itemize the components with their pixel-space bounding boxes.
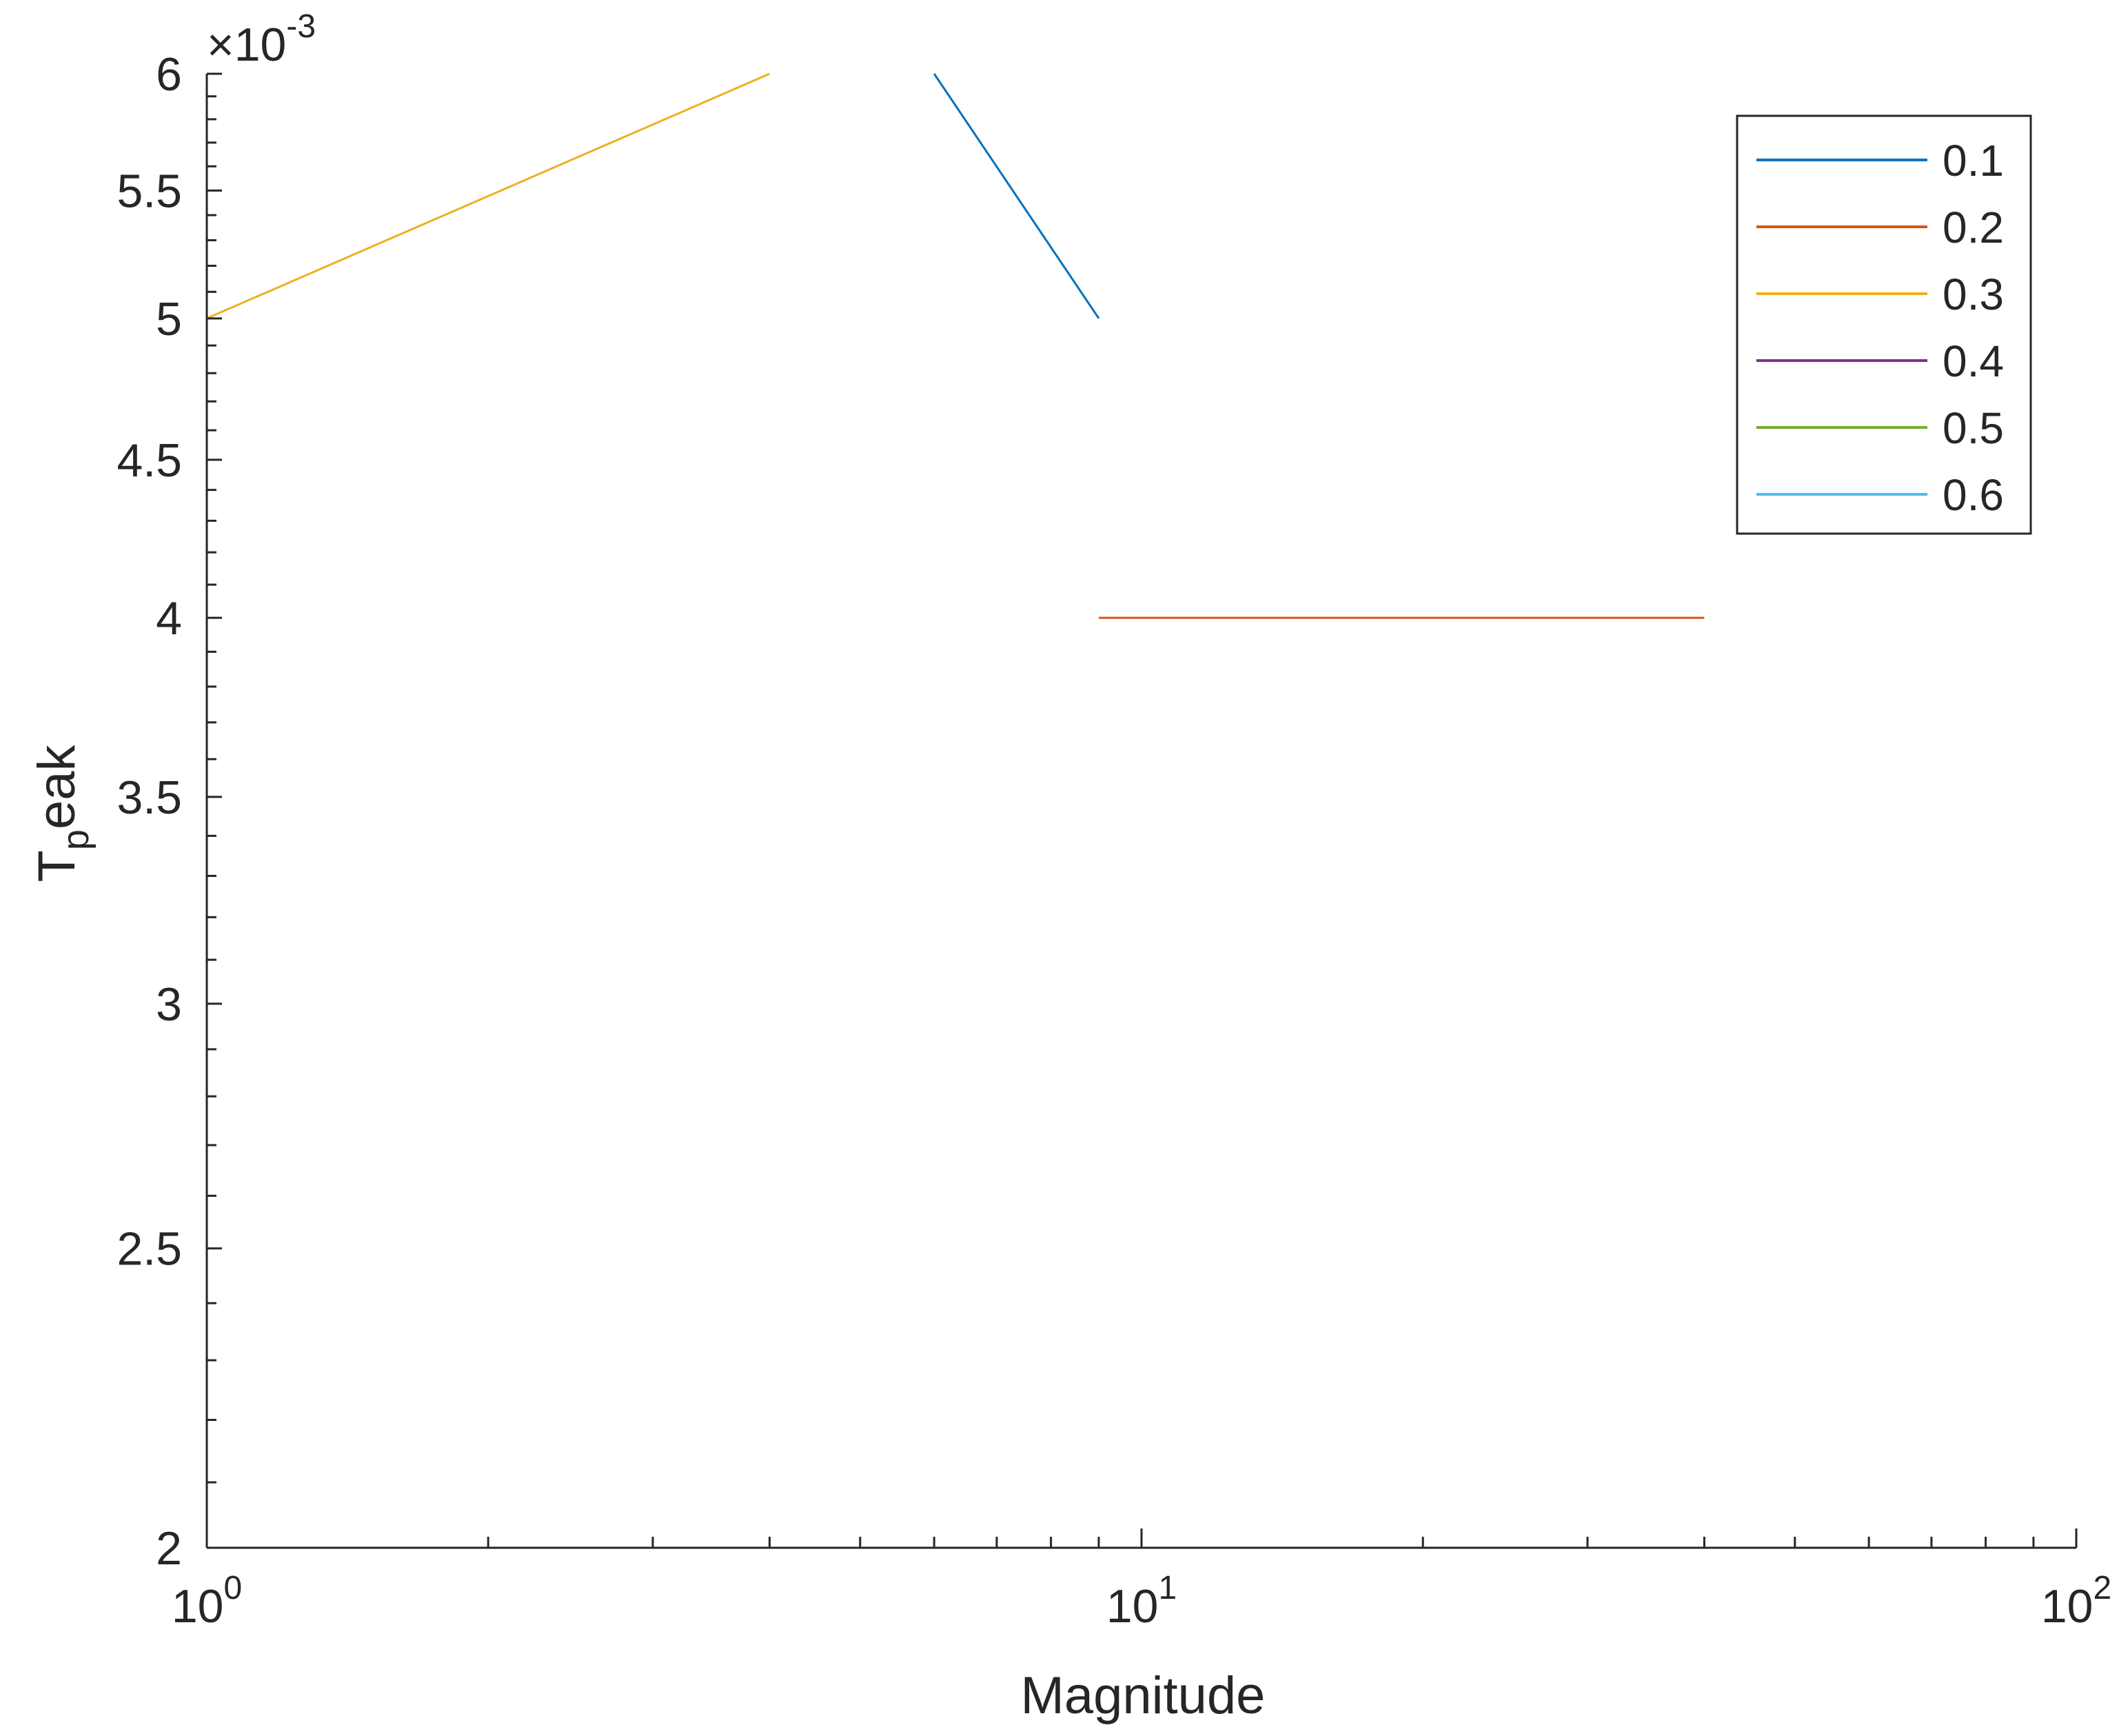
y-tick-label: 4.5 — [116, 434, 182, 487]
x-tick-label-base: 10 — [1106, 1580, 1159, 1633]
y-tick-label: 2.5 — [116, 1223, 182, 1275]
y-multiplier-base: 10 — [234, 19, 287, 71]
x-minor-ticks — [487, 1537, 2035, 1548]
y-multiplier-symbol: × — [207, 19, 234, 71]
legend-label: 0.6 — [1943, 470, 2004, 520]
y-major-ticks — [207, 72, 222, 1549]
plot-series — [206, 72, 1705, 619]
y-axis-multiplier: ×10-3 — [207, 8, 316, 71]
x-axis-title: Magnitude — [1021, 1666, 1266, 1725]
x-tick-label: 102 — [2041, 1570, 2111, 1633]
y-axis-title-sub: p — [55, 829, 97, 850]
legend-box — [1736, 114, 2032, 535]
y-tick-label: 6 — [156, 48, 182, 101]
y-tick-label: 4 — [156, 592, 182, 645]
series-line-0.3 — [206, 72, 770, 320]
y-axis-title-main: T — [28, 850, 86, 882]
x-tick-label-exponent: 2 — [2093, 1570, 2111, 1606]
y-tick-label: 2 — [156, 1522, 182, 1575]
legend-label: 0.3 — [1943, 270, 2004, 319]
y-multiplier-exponent: -3 — [286, 8, 316, 45]
x-tick-label: 101 — [1106, 1570, 1177, 1633]
y-axis-title: Tpeak — [28, 744, 97, 882]
y-tick-label: 5.5 — [116, 165, 182, 217]
legend-label: 0.5 — [1943, 403, 2004, 453]
x-tick-label: 100 — [172, 1570, 242, 1633]
y-tick-label: 3 — [156, 978, 182, 1031]
y-tick-label: 5 — [156, 293, 182, 345]
x-tick-labels: 100 101 102 — [172, 1570, 2111, 1633]
legend: 0.1 0.2 0.3 0.4 0.5 0.6 — [1736, 114, 2032, 535]
x-tick-label-exponent: 1 — [1158, 1570, 1177, 1606]
series-line-0.1 — [933, 73, 1100, 319]
legend-items: 0.1 0.2 0.3 0.4 0.5 0.6 — [1756, 136, 2004, 520]
y-minor-ticks — [207, 95, 216, 1484]
legend-label: 0.4 — [1943, 336, 2004, 386]
x-tick-label-exponent: 0 — [223, 1570, 242, 1606]
y-tick-labels: 2 2.5 3 3.5 4 4.5 5 5.5 6 — [116, 48, 182, 1575]
x-tick-label-base: 10 — [2041, 1580, 2093, 1633]
legend-label: 0.1 — [1943, 136, 2004, 185]
y-tick-label: 3.5 — [116, 771, 182, 824]
x-tick-label-base: 10 — [172, 1580, 224, 1633]
y-axis-title-rest: eak — [28, 744, 86, 829]
legend-label: 0.2 — [1943, 203, 2004, 252]
